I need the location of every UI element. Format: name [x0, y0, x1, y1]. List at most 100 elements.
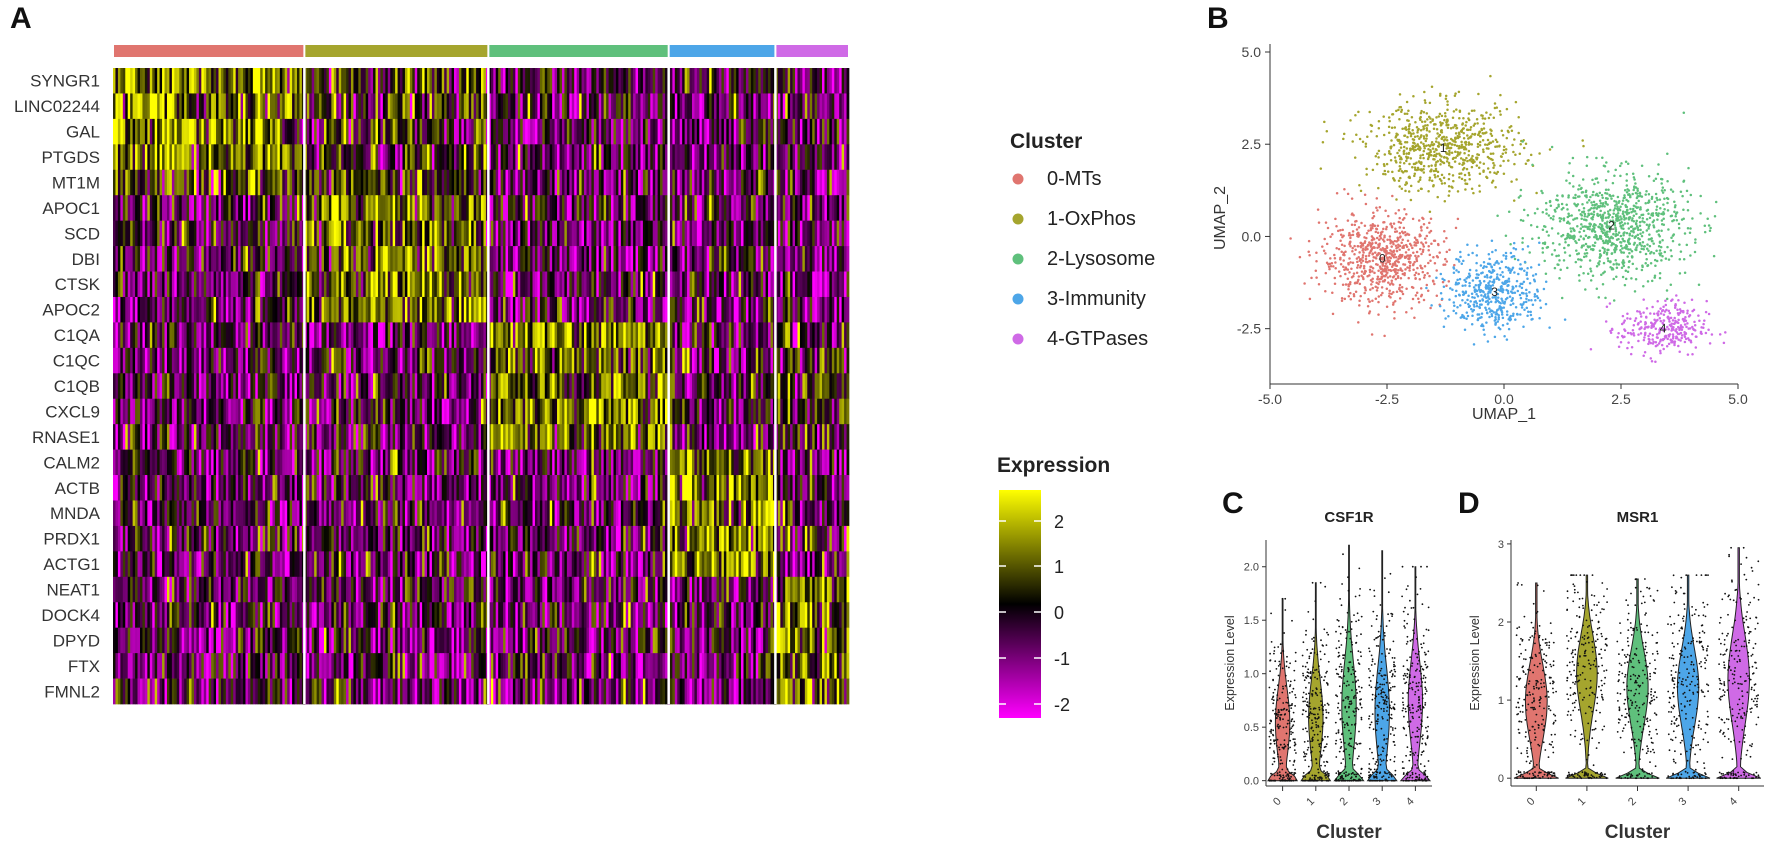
heatmap-cell [434, 449, 438, 476]
heatmap-cell [257, 347, 261, 374]
heatmap-cell [149, 195, 153, 221]
heatmap-cell [125, 246, 129, 272]
heatmap-cell [368, 653, 371, 679]
heatmap-cell [382, 169, 386, 196]
heatmap-cell [113, 475, 116, 501]
heatmap-cell [456, 653, 460, 679]
heatmap-cell [392, 398, 396, 425]
heatmap-cell [292, 144, 295, 171]
heatmap-cell [466, 449, 470, 476]
heatmap-cell [429, 500, 433, 527]
heatmap-cell [331, 296, 335, 323]
heatmap-cell [549, 449, 553, 476]
heatmap-cell [328, 68, 332, 94]
heatmap-cell [240, 144, 244, 171]
heatmap-cell [549, 398, 553, 425]
heatmap-cell [534, 246, 538, 272]
heatmap-cell [309, 551, 313, 578]
heatmap-cell [225, 220, 229, 247]
heatmap-cell [512, 449, 516, 476]
heatmap-cell [135, 347, 138, 374]
heatmap-cell [593, 500, 597, 527]
heatmap-cell [333, 576, 337, 603]
heatmap-cell [392, 602, 396, 629]
heatmap-cell [267, 373, 271, 400]
heatmap-cell [581, 271, 585, 298]
heatmap-cell [152, 500, 156, 527]
heatmap-cell [294, 576, 298, 603]
heatmap-cell [532, 475, 536, 501]
heatmap-cell [191, 144, 195, 171]
heatmap-cell [434, 475, 438, 501]
heatmap-cell [233, 93, 237, 120]
heatmap-cell [412, 449, 416, 476]
heatmap-cell [505, 551, 509, 578]
heatmap-cell [189, 525, 192, 552]
heatmap-cell [532, 424, 536, 450]
heatmap-cell [125, 627, 129, 654]
heatmap-cell [159, 195, 163, 221]
heatmap-cell [427, 576, 430, 603]
heatmap-cell [132, 118, 136, 145]
heatmap-cell [417, 424, 421, 450]
heatmap-cell [571, 500, 575, 527]
heatmap-cell [576, 475, 580, 501]
heatmap-cell [427, 322, 430, 349]
heatmap-cell [441, 398, 445, 425]
heatmap-cell [476, 271, 479, 298]
heatmap-cell [323, 551, 327, 578]
heatmap-cell [169, 525, 173, 552]
heatmap-cell [584, 118, 587, 145]
heatmap-cell [355, 576, 359, 603]
heatmap-cell [488, 627, 492, 654]
cluster-annotation-segment [114, 45, 304, 57]
heatmap-cell [282, 347, 286, 374]
heatmap-cell [272, 144, 276, 171]
heatmap-cell [414, 271, 418, 298]
heatmap-cell [277, 118, 281, 145]
heatmap-cell [537, 525, 541, 552]
heatmap-cell [135, 449, 138, 476]
heatmap-cell [270, 678, 273, 705]
heatmap-cell [130, 449, 133, 476]
heatmap-cell [174, 500, 178, 527]
heatmap-cell [439, 398, 443, 425]
heatmap-cell [446, 602, 450, 629]
heatmap-cell [314, 627, 317, 654]
heatmap-cell [373, 118, 376, 145]
heatmap-cell [466, 195, 470, 221]
heatmap-cell [176, 373, 180, 400]
heatmap-cell [233, 296, 237, 323]
heatmap-cell [137, 627, 141, 654]
heatmap-cell [402, 627, 406, 654]
heatmap-cell [245, 627, 249, 654]
heatmap-cell [463, 500, 467, 527]
heatmap-cell [488, 271, 492, 298]
heatmap-cell [176, 322, 180, 349]
heatmap-cell [135, 296, 138, 323]
heatmap-cell [444, 195, 447, 221]
heatmap-cell [225, 271, 229, 298]
heatmap-cell [127, 551, 131, 578]
heatmap-cell [532, 373, 536, 400]
heatmap-cell [596, 627, 600, 654]
heatmap-cell [350, 475, 354, 501]
heatmap-cell [144, 246, 148, 272]
heatmap-cell [360, 220, 364, 247]
heatmap-cell [208, 271, 212, 298]
heatmap-cell [557, 398, 560, 425]
heatmap-cell [591, 576, 595, 603]
heatmap-cell [193, 627, 197, 654]
heatmap-cell [169, 551, 173, 578]
heatmap-cell [392, 195, 396, 221]
heatmap-cell [171, 449, 175, 476]
heatmap-cell [481, 576, 484, 603]
heatmap-cell [424, 525, 428, 552]
heatmap-cell [247, 551, 251, 578]
heatmap-cell [446, 347, 450, 374]
heatmap-cell [363, 220, 367, 247]
heatmap-cell [319, 347, 322, 374]
heatmap-cell [223, 195, 227, 221]
heatmap-cell [245, 169, 249, 196]
heatmap-cell [255, 602, 259, 629]
